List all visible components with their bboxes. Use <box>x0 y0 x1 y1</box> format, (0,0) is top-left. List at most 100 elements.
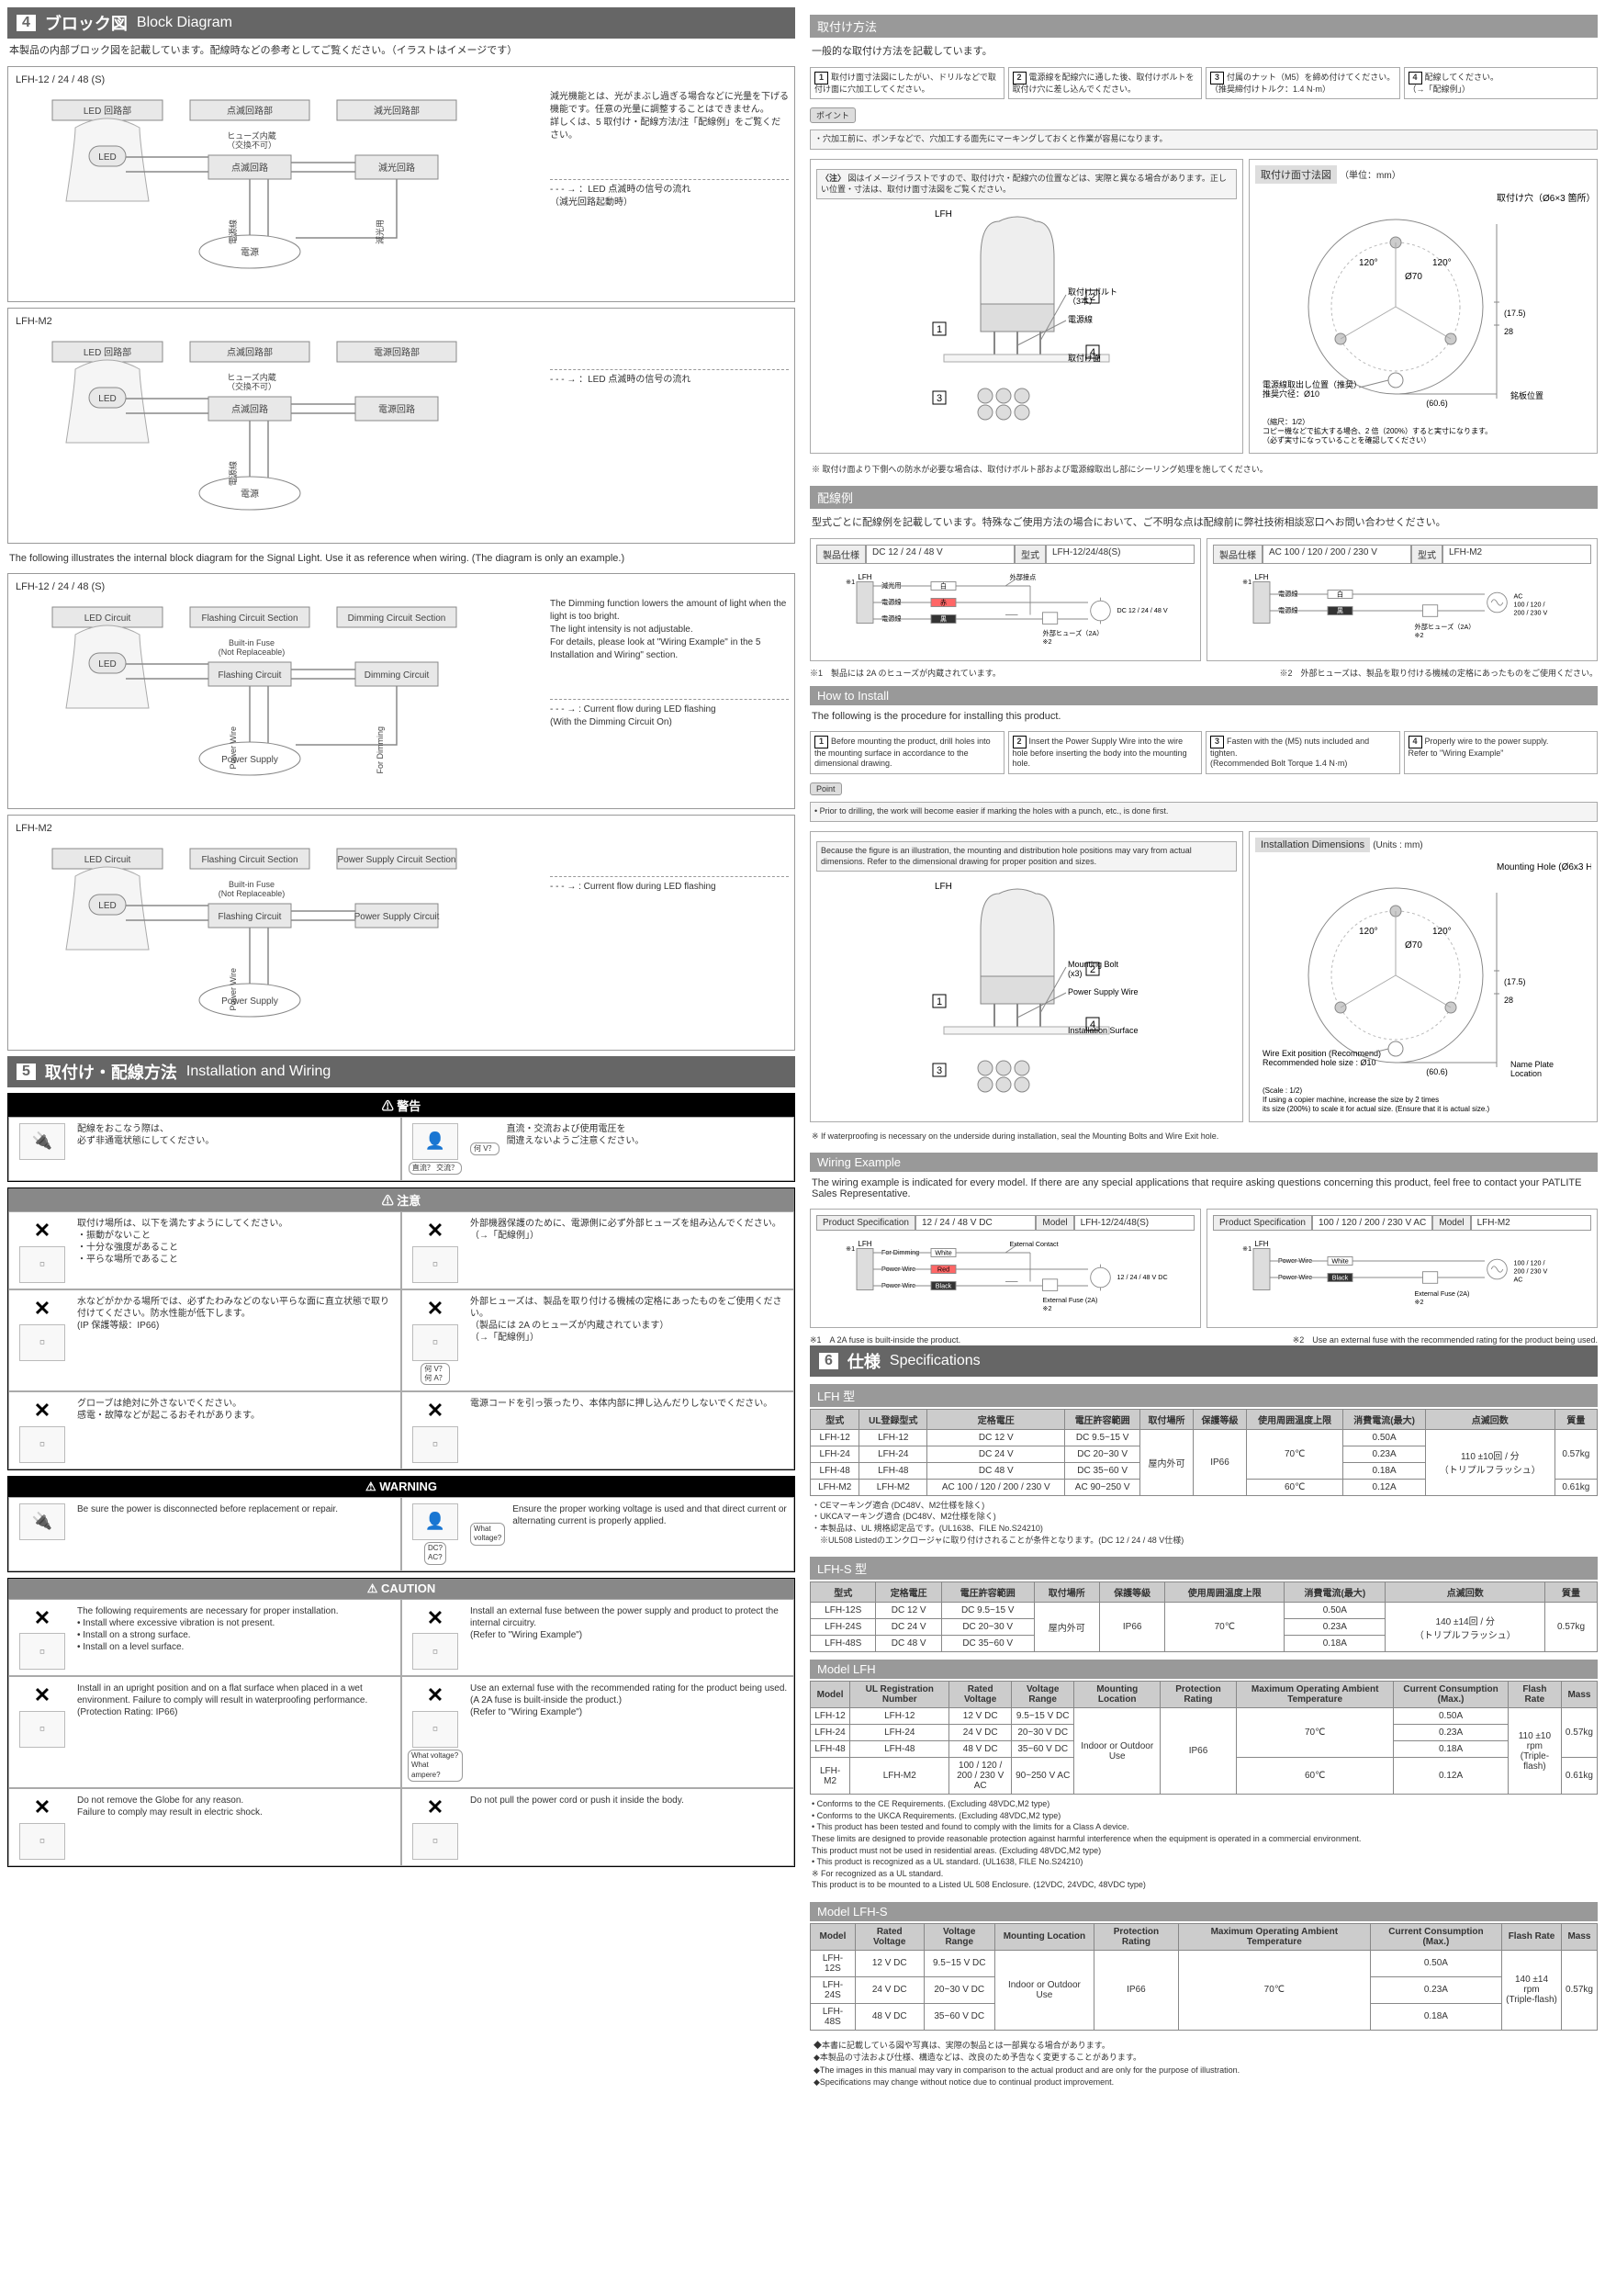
table-cell: 0.23A <box>1285 1619 1386 1636</box>
caution-text: 取付け場所は、以下を満たすようにしてください。 ・振動がないこと ・十分な強度が… <box>77 1218 287 1266</box>
sec4-header: 4 ブロック図 Block Diagram <box>7 7 795 39</box>
warning-jp-hdr: ⚠ 警告 <box>8 1094 794 1117</box>
wiring-en-note1: ※1 A 2A fuse is built-inside the product… <box>810 1334 960 1345</box>
table-header: Mass <box>1561 1923 1597 1950</box>
diagram-note: 減光機能とは、光がまぶし過ぎる場合などに光量を下げる機能です。任意の光量に調整す… <box>550 91 789 142</box>
diagram-title: LFH-12 / 24 / 48 (S) <box>14 73 789 91</box>
svg-text:銘板位置: 銘板位置 <box>1510 390 1543 400</box>
table-cell: 24 V DC <box>949 1725 1012 1741</box>
svg-text:LFH: LFH <box>858 1240 871 1248</box>
table-header: Flash Rate <box>1502 1923 1562 1950</box>
svg-text:1: 1 <box>937 996 942 1007</box>
svg-text:(17.5): (17.5) <box>1504 309 1526 318</box>
caution-illust-icon: ▫ <box>19 1324 65 1361</box>
caution-text: Do not pull the power cord or push it in… <box>470 1795 684 1806</box>
install-jp-foot: ※ 取付け面より下側への防水が必要な場合は、取付けボルト部および電源線取出し部に… <box>810 459 1598 478</box>
table-cell: DC 9.5~15 V <box>941 1603 1034 1619</box>
svg-text:Power Supply Circuit Section: Power Supply Circuit Section <box>338 855 456 865</box>
svg-text:(Not Replaceable): (Not Replaceable) <box>219 647 286 657</box>
table-header: 使用周囲温度上限 <box>1165 1582 1285 1603</box>
table-cell: 0.50A <box>1343 1429 1426 1446</box>
block-diagram-panel: LFH-M2 LED 回路部 点滅回路部 電源回路部 LED 点滅回路 電源回路… <box>7 308 795 544</box>
caution-en: ⚠ CAUTION ✕ ▫ The following requirements… <box>7 1578 795 1867</box>
svg-text:Dimming Circuit Section: Dimming Circuit Section <box>348 613 446 624</box>
sec4-intro-en: The following illustrates the internal b… <box>7 549 795 568</box>
table-row: LFH-12LFH-1212 V DC9.5~15 V DCIndoor or … <box>811 1708 1598 1725</box>
caution-cell: ✕ ▫ The following requirements are neces… <box>8 1599 401 1677</box>
dim-unit: (Units : mm) <box>1373 840 1422 850</box>
warn-en-text-1: Be sure the power is disconnected before… <box>77 1503 338 1515</box>
mount-illust: Because the figure is an illustration, t… <box>810 831 1243 1122</box>
svg-text:200 / 230 V: 200 / 230 V <box>1514 1266 1548 1275</box>
table-cell: 0.18A <box>1394 1741 1509 1758</box>
svg-text:120°: 120° <box>1432 927 1452 937</box>
svg-text:External Fuse (2A): External Fuse (2A) <box>1043 1296 1098 1304</box>
table-cell: 70℃ <box>1165 1603 1285 1652</box>
table-cell: LFH-48 <box>859 1462 927 1479</box>
block-diagram-panel: LFH-12 / 24 / 48 (S) LED Circuit Flashin… <box>7 573 795 809</box>
svg-text:Built-in Fuse: Built-in Fuse <box>229 880 275 889</box>
svg-text:Ø70: Ø70 <box>1405 272 1422 282</box>
table-cell: 0.61kg <box>1554 1479 1597 1495</box>
step-text: 電源線を配線穴に通した後、取付けボルトを取付け穴に差し込んでください。 <box>1013 73 1195 94</box>
table-cell: LFH-24S <box>811 1619 876 1636</box>
svg-text:White: White <box>1331 1257 1348 1266</box>
x-mark-icon: ✕ <box>34 1683 51 1709</box>
caution-text: 外部ヒューズは、製品を取り付ける機械の定格にあったものをご使用ください。 （製品… <box>470 1296 788 1344</box>
svg-text:LFH: LFH <box>858 573 871 581</box>
wiring-box-dc: 製品仕様 DC 12 / 24 / 48 V 型式 LFH-12/24/48(S… <box>810 538 1201 661</box>
svg-text:外部接点: 外部接点 <box>1010 573 1037 581</box>
table-cell: LFH-48S <box>811 2003 856 2030</box>
spec-value: 12 / 24 / 48 V DC <box>915 1215 1036 1231</box>
diagram-title: LFH-M2 <box>14 821 789 839</box>
diagram-note: The Dimming function lowers the amount o… <box>550 598 789 662</box>
svg-text:電源線: 電源線 <box>881 598 902 606</box>
table-cell: 0.57kg <box>1561 1950 1597 2030</box>
flow-legend: - - - → ：LED 点滅時の信号の流れ <box>550 369 789 387</box>
svg-text:※1: ※1 <box>1242 578 1251 586</box>
svg-text:白: 白 <box>1337 591 1343 599</box>
table-header: Current Consumption (Max.) <box>1370 1923 1501 1950</box>
svg-text:AC: AC <box>1514 1275 1523 1283</box>
svg-text:（交換不可）: （交換不可） <box>227 140 276 150</box>
caution-cell: ✕ ▫ 外部機器保護のために、電源側に必ず外部ヒューズを組み込んでください。 （… <box>401 1211 794 1289</box>
table-header: 保護等級 <box>1099 1582 1164 1603</box>
svg-text:Flashing Circuit Section: Flashing Circuit Section <box>201 855 297 865</box>
table-header: UL登録型式 <box>859 1409 927 1429</box>
lfhs-jp-hdr: LFH-S 型 <box>810 1557 1598 1580</box>
svg-text:LED 回路部: LED 回路部 <box>84 105 131 117</box>
x-mark-icon: ✕ <box>427 1296 443 1322</box>
svg-text:黒: 黒 <box>940 615 947 624</box>
warn-jp-text-1: 配線をおこなう際は、 必ず非通電状態にしてください。 <box>77 1123 214 1147</box>
caution-jp-hdr: ⚠ 注意 <box>8 1188 794 1211</box>
wiring-en-note2: ※2 Use an external fuse with the recomme… <box>1293 1334 1598 1345</box>
table-header: Rated Voltage <box>855 1923 924 1950</box>
caution-text: Use an external fuse with the recommende… <box>470 1683 787 1718</box>
caution-jp: ⚠ 注意 ✕ ▫ 取付け場所は、以下を満たすようにしてください。 ・振動がないこ… <box>7 1187 795 1470</box>
bubble-dc-ac: 直流？ 交流？ <box>409 1162 462 1175</box>
svg-text:ヒューズ内蔵: ヒューズ内蔵 <box>227 372 276 382</box>
table-header: 点滅回数 <box>1386 1582 1545 1603</box>
left-column: 4 ブロック図 Block Diagram 本製品の内部ブロック図を記載していま… <box>0 0 802 2106</box>
caution-text: 水などがかかる場所では、必ずたわみなどのない平らな面に直立状態で取り付けてくださ… <box>77 1296 395 1332</box>
x-mark-icon: ✕ <box>34 1218 51 1244</box>
svg-text:Flashing Circuit Section: Flashing Circuit Section <box>201 613 297 624</box>
spec-value: DC 12 / 24 / 48 V <box>866 545 1015 564</box>
svg-text:Power Wire: Power Wire <box>1278 1256 1312 1265</box>
table-header: Maximum Operating Ambient Temperature <box>1236 1682 1393 1708</box>
svg-text:※2: ※2 <box>1043 637 1052 646</box>
svg-text:コピー機などで拡大する場合、2 倍（200%）すると実寸にな: コピー機などで拡大する場合、2 倍（200%）すると実寸になります。 <box>1263 426 1492 435</box>
svg-text:（必ず実寸になっていることを確認してください）: （必ず実寸になっていることを確認してください） <box>1263 435 1431 445</box>
svg-text:2: 2 <box>1090 292 1095 303</box>
lfh-en-notes: • Conforms to the CE Requirements. (Excl… <box>810 1795 1598 1895</box>
svg-text:4: 4 <box>1090 347 1095 358</box>
svg-text:LFH: LFH <box>935 209 952 219</box>
table-cell: LFH-48 <box>850 1741 949 1758</box>
svg-text:電源線: 電源線 <box>228 461 238 486</box>
table-cell: 0.50A <box>1370 1950 1501 1976</box>
table-cell: 0.57kg <box>1545 1603 1598 1652</box>
table-cell: LFH-48 <box>811 1462 859 1479</box>
table-cell: 0.18A <box>1370 2003 1501 2030</box>
table-cell: 0.23A <box>1343 1446 1426 1462</box>
svg-text:4: 4 <box>1090 1019 1095 1030</box>
